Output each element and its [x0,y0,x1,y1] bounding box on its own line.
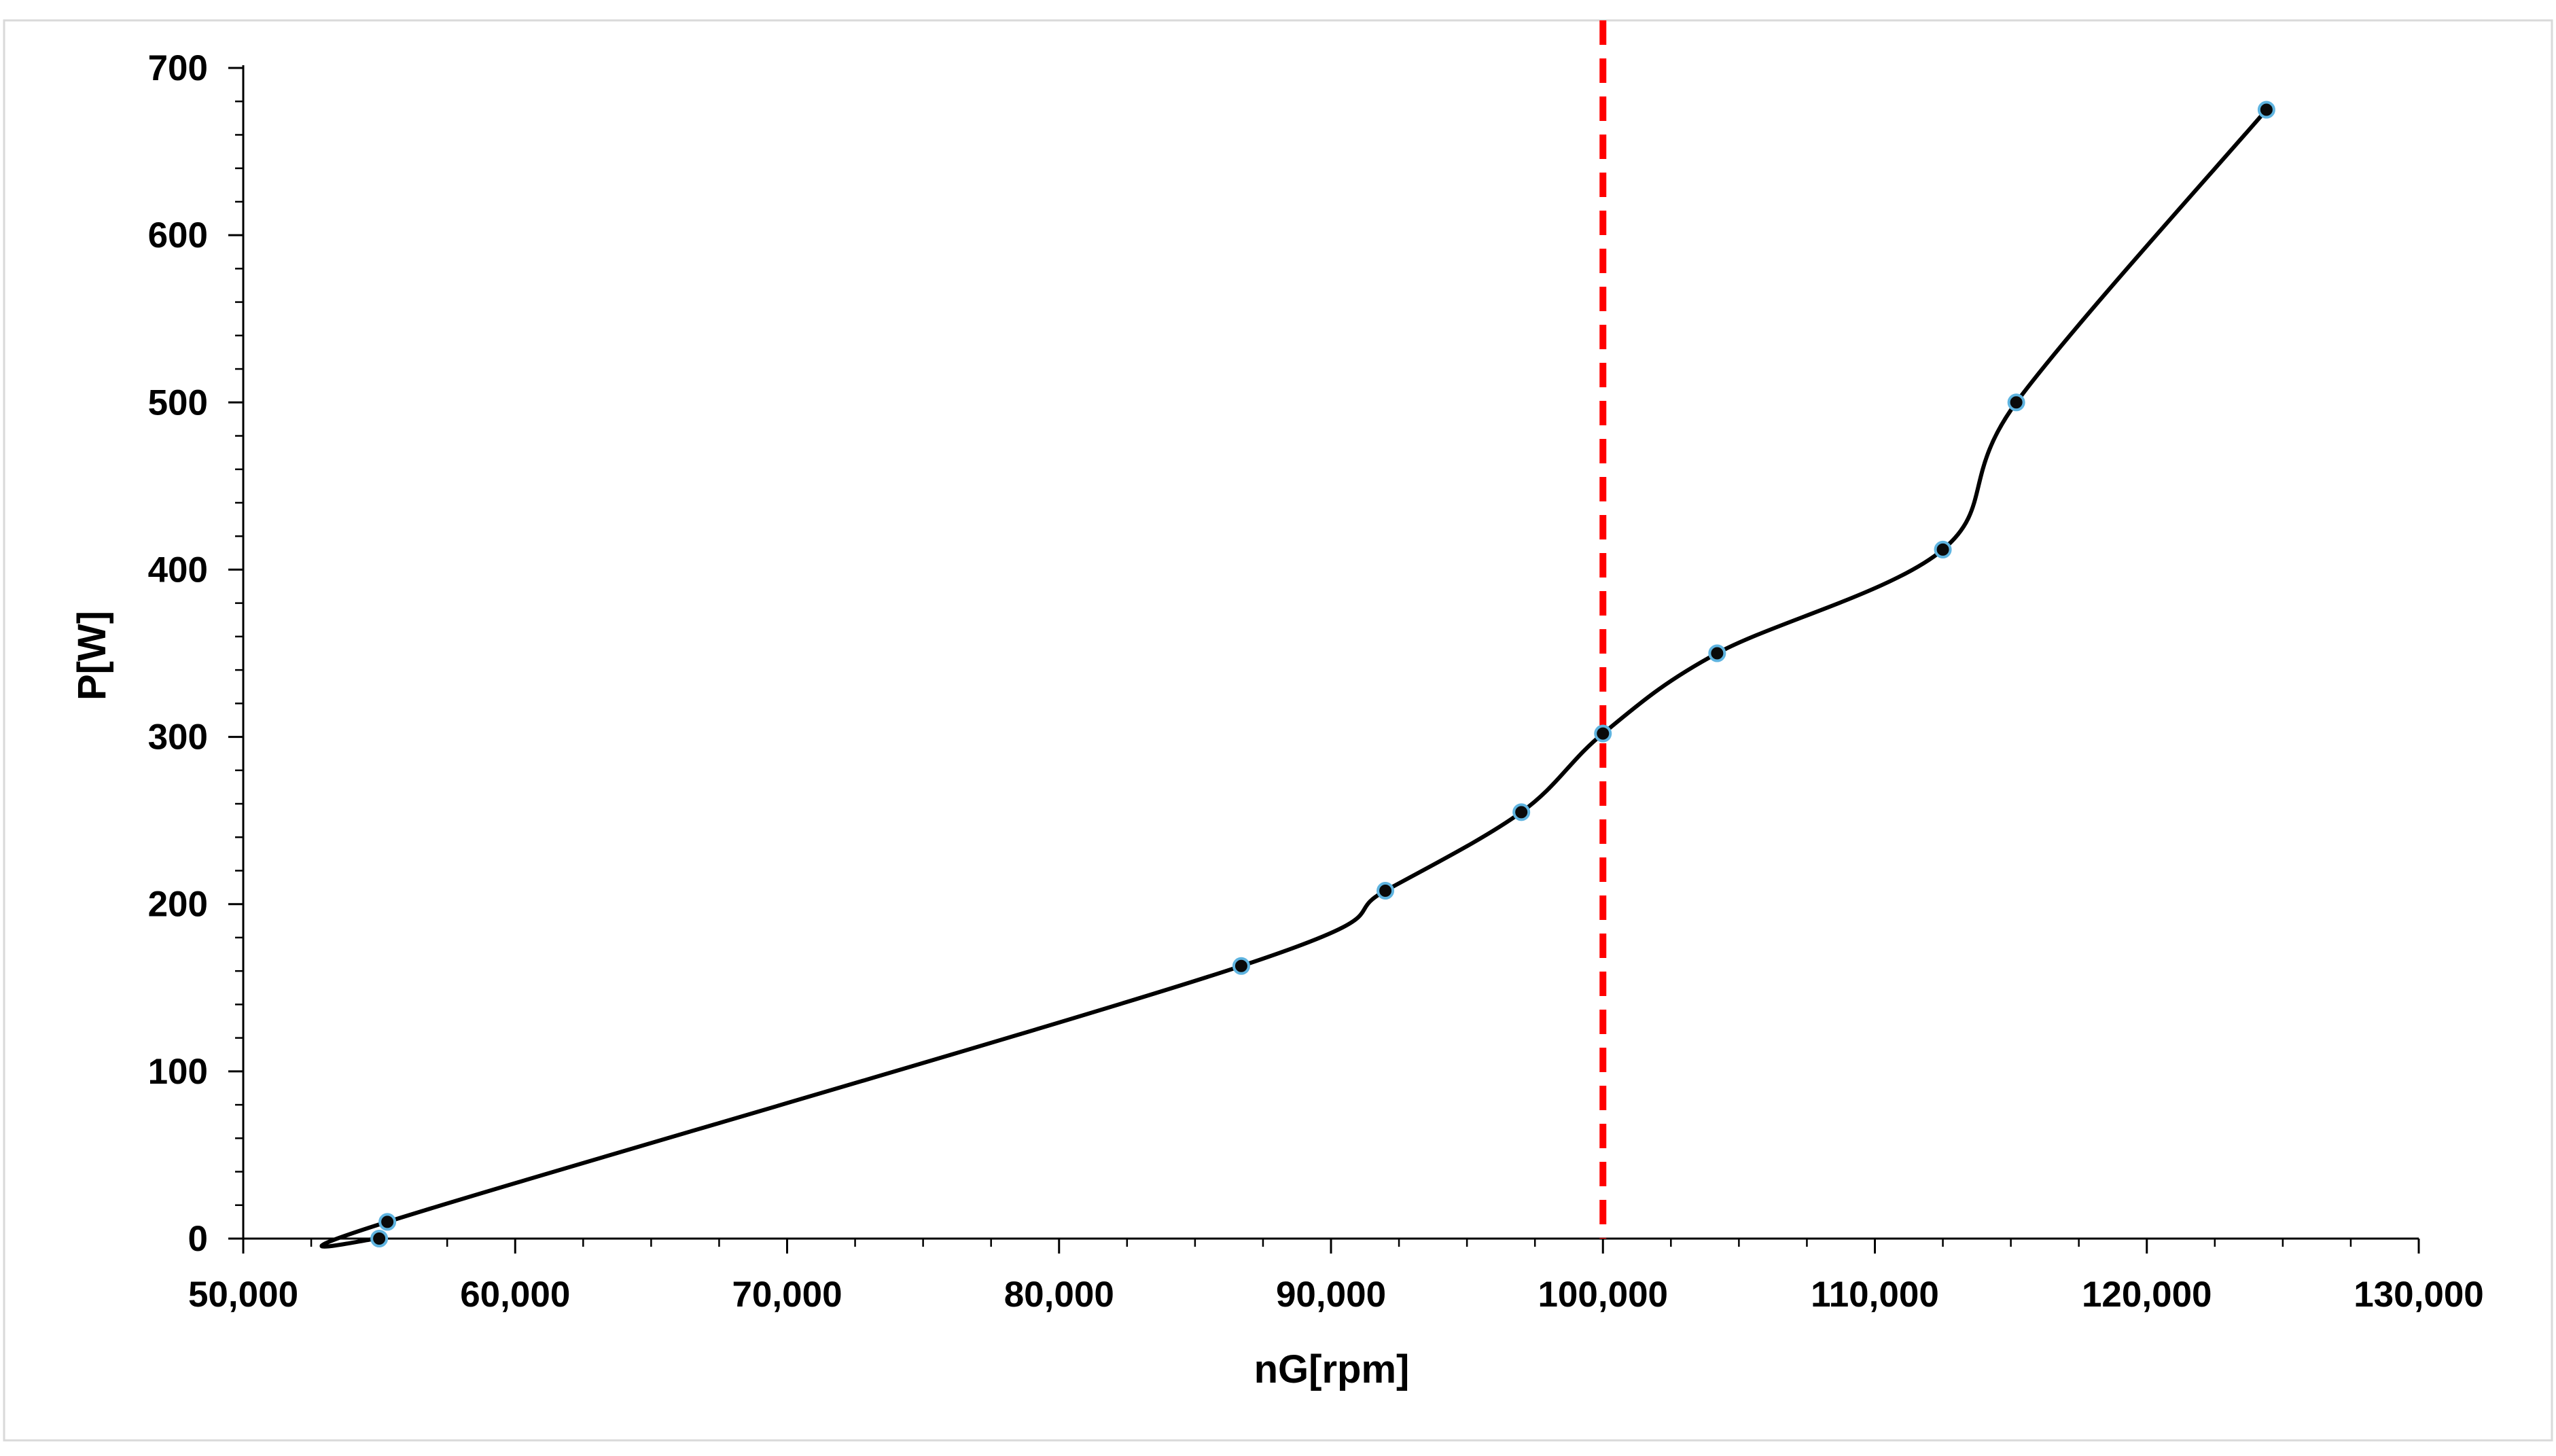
data-point [2257,101,2275,119]
chart-frame [3,19,2553,1442]
axes [228,65,2420,1254]
data-point [1512,803,1531,821]
data-point [1594,724,1612,743]
data-point [370,1230,389,1247]
x-tick-label: 60,000 [460,1275,570,1315]
x-tick-label: 130,000 [2354,1275,2484,1315]
x-tick-label: 90,000 [1276,1275,1386,1315]
y-tick-label: 500 [148,383,208,423]
y-tick-label: 100 [148,1052,208,1092]
data-point [378,1213,397,1231]
data-point [1232,957,1250,975]
x-tick-label: 120,000 [2082,1275,2212,1315]
data-point [1934,540,1952,558]
x-axis-title: nG[rpm] [1254,1347,1410,1391]
x-tick-label: 70,000 [732,1275,842,1315]
y-tick-label: 400 [148,550,208,590]
y-tick-label: 200 [148,885,208,925]
x-tick-label: 80,000 [1004,1275,1114,1315]
x-tick-label: 50,000 [188,1275,298,1315]
y-tick-label: 0 [188,1219,208,1259]
x-tick-label: 110,000 [1811,1275,1939,1315]
data-point [1708,644,1726,662]
series-layer [319,101,2275,1249]
y-tick-label: 300 [148,717,208,758]
data-point [2007,393,2025,412]
y-tick-label: 600 [148,215,208,255]
y-tick-label: 700 [148,48,208,88]
x-tick-label: 100,000 [1538,1275,1668,1315]
data-point [1377,882,1395,900]
tick-labels: 0 100 200 300 400 500 600 700 50,000 60,000 70,000… [148,48,2484,1315]
y-axis-title: P[W] [70,611,114,700]
